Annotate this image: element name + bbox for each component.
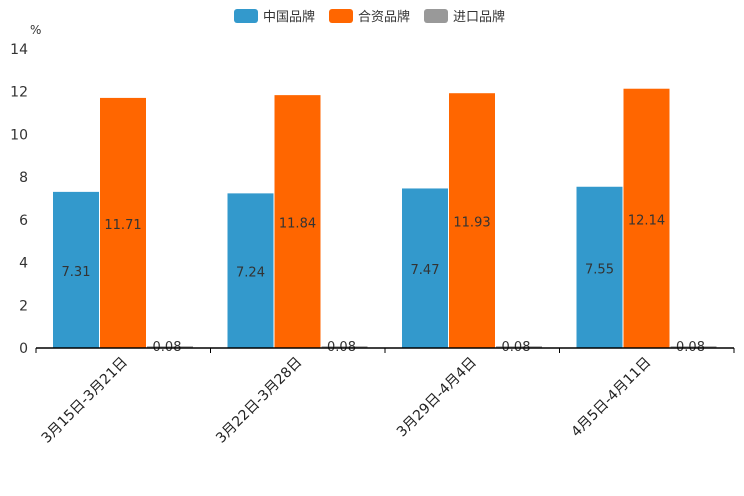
- legend-label-1: 合资品牌: [358, 9, 410, 25]
- bar-1-3: [623, 88, 670, 348]
- data-label: 11.71: [104, 218, 141, 233]
- bar-1-2: [449, 93, 495, 348]
- y-tick-label: 10: [10, 127, 28, 143]
- y-tick-label: 4: [19, 256, 28, 272]
- bar-1-0: [100, 97, 146, 348]
- data-label: 7.47: [411, 263, 440, 278]
- bar-2-2: [496, 346, 542, 348]
- y-tick-label: 6: [19, 213, 28, 229]
- legend-swatch-2: [424, 9, 448, 23]
- x-tick-label: 4月5日-4月11日: [568, 354, 654, 440]
- x-tick-label: 3月15日-3月21日: [39, 354, 131, 446]
- bar-0-1: [227, 193, 274, 348]
- data-label: 11.84: [279, 217, 316, 232]
- data-label: 7.24: [236, 266, 265, 281]
- data-label: 12.14: [628, 213, 665, 228]
- bar-0-0: [53, 191, 99, 348]
- bar-0-2: [402, 188, 448, 348]
- bar-2-1: [321, 346, 368, 348]
- bar-1-1: [274, 95, 321, 348]
- y-tick-label: 2: [19, 298, 28, 314]
- x-tick-label: 3月22日-3月28日: [213, 354, 305, 446]
- legend-label-2: 进口品牌: [453, 9, 505, 25]
- data-label: 11.93: [453, 216, 490, 231]
- y-axis-unit: %: [30, 23, 41, 37]
- y-tick-label: 8: [19, 170, 28, 186]
- bar-2-3: [670, 346, 717, 348]
- y-tick-label: 14: [10, 42, 28, 58]
- data-label: 7.55: [585, 262, 614, 277]
- legend-label-0: 中国品牌: [263, 9, 315, 25]
- data-label: 7.31: [62, 265, 91, 280]
- bar-2-0: [147, 346, 193, 348]
- x-tick-label: 3月29日-4月4日: [394, 354, 480, 440]
- y-tick-label: 0: [19, 341, 28, 357]
- bar-0-3: [576, 186, 623, 348]
- legend-swatch-0: [234, 9, 258, 23]
- y-tick-label: 12: [10, 85, 28, 101]
- legend-swatch-1: [329, 9, 353, 23]
